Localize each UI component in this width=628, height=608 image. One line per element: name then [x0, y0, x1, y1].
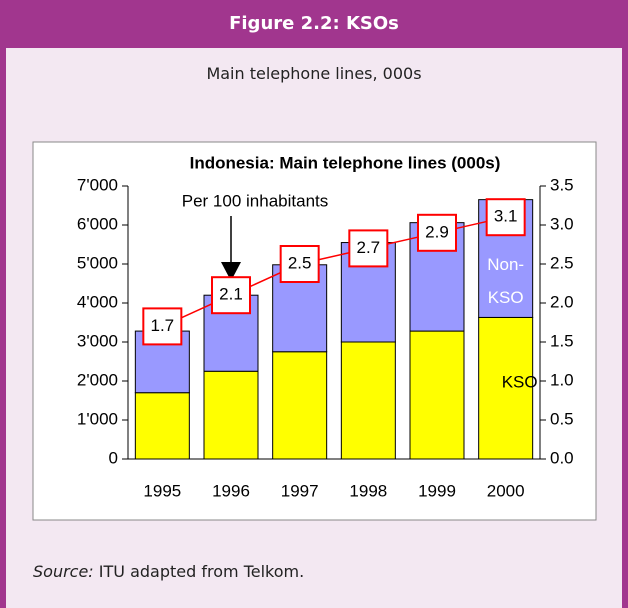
value-label-box — [417, 213, 457, 252]
source-label: Source: — [33, 562, 94, 581]
y-tick-label: 3'000 — [77, 331, 118, 350]
value-label-box — [485, 198, 526, 237]
annotation: Per 100 inhabitants — [182, 191, 329, 210]
y2-tick-label: 3.0 — [550, 214, 574, 233]
x-tick-label: 1995 — [143, 481, 181, 500]
value-label: 2.5 — [288, 253, 312, 272]
y2-tick-label: 2.5 — [550, 253, 574, 272]
value-label-box — [279, 245, 320, 283]
series-label: KSO — [502, 372, 538, 391]
y2-tick-label: 3.5 — [550, 175, 574, 194]
value-label-box — [211, 276, 251, 315]
x-tick-label: 1997 — [281, 481, 319, 500]
source-line: Source: ITU adapted from Telkom. — [33, 562, 304, 581]
value-label-box — [142, 307, 183, 346]
y2-tick-label: 0.5 — [550, 409, 574, 428]
annotation-arrowhead — [221, 262, 241, 281]
value-label: 3.1 — [494, 207, 518, 226]
y2-tick-label: 0.0 — [550, 448, 574, 467]
value-label-box — [348, 229, 389, 268]
y-tick-label: 0 — [109, 448, 118, 467]
figure-title: Figure 2.2: KSOs — [6, 0, 622, 48]
bar — [478, 316, 534, 460]
y-tick-label: 6'000 — [77, 214, 118, 233]
y-tick-label: 5'000 — [77, 253, 118, 272]
series-label: Non-KSO — [487, 255, 525, 307]
x-tick-label: 1996 — [212, 481, 250, 500]
series-label-box: Non-KSO — [487, 255, 525, 307]
x-tick-label: 1998 — [349, 481, 387, 500]
bar — [203, 370, 259, 460]
value-label: 2.7 — [357, 238, 381, 257]
source-text: ITU adapted from Telkom. — [98, 562, 305, 581]
y-tick-label: 4'000 — [77, 292, 118, 311]
value-label: 1.7 — [151, 316, 175, 335]
y2-tick-label: 2.0 — [550, 292, 574, 311]
y-tick-label: 7'000 — [77, 175, 118, 194]
y-tick-label: 2'000 — [77, 370, 118, 389]
value-label: 2.9 — [425, 222, 449, 241]
value-label: 2.1 — [219, 285, 243, 304]
y-tick-label: 1'000 — [77, 409, 118, 428]
y2-tick-label: 1.5 — [550, 331, 574, 350]
bar — [272, 351, 328, 460]
bar — [340, 341, 396, 460]
y2-tick-label: 1.0 — [550, 370, 574, 389]
bar — [134, 392, 190, 460]
figure-subtitle: Main telephone lines, 000s — [206, 64, 422, 83]
chart-title: Indonesia: Main telephone lines (000s) — [190, 153, 501, 172]
x-tick-label: 2000 — [487, 481, 525, 500]
x-tick-label: 1999 — [418, 481, 456, 500]
bar — [409, 330, 465, 460]
